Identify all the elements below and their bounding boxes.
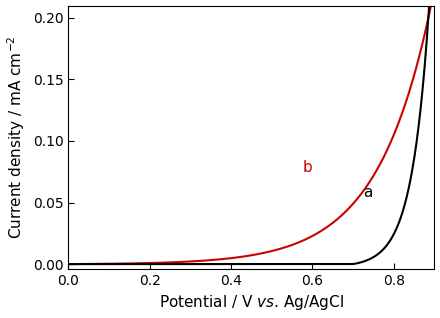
X-axis label: Potential / V $\mathit{vs}$. Ag/AgCl: Potential / V $\mathit{vs}$. Ag/AgCl xyxy=(159,294,344,313)
Y-axis label: Current density / mA cm$^{-2}$: Current density / mA cm$^{-2}$ xyxy=(6,36,27,239)
Text: b: b xyxy=(302,161,312,176)
Text: a: a xyxy=(363,185,373,200)
